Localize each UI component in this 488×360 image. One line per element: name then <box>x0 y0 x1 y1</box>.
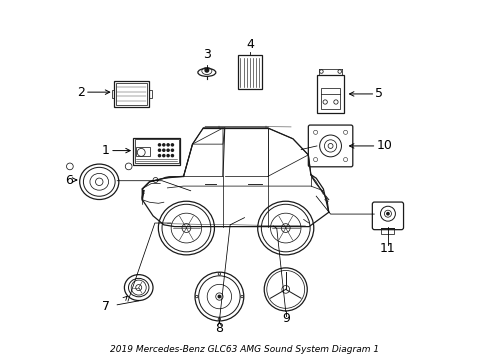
Circle shape <box>171 149 173 151</box>
Text: 7: 7 <box>102 300 110 313</box>
Circle shape <box>171 154 173 157</box>
Text: 11: 11 <box>379 242 395 255</box>
Circle shape <box>158 154 160 157</box>
Circle shape <box>171 144 173 146</box>
Circle shape <box>204 68 208 72</box>
Text: 2019 Mercedes-Benz GLC63 AMG Sound System Diagram 1: 2019 Mercedes-Benz GLC63 AMG Sound Syste… <box>110 345 378 354</box>
Text: 3: 3 <box>203 48 210 61</box>
Text: 4: 4 <box>245 38 253 51</box>
Circle shape <box>167 149 169 151</box>
Circle shape <box>163 154 164 157</box>
Bar <box>116 83 147 105</box>
Text: 2: 2 <box>77 86 85 99</box>
Bar <box>135 139 178 163</box>
Bar <box>320 89 340 109</box>
Text: 1: 1 <box>102 144 110 157</box>
Circle shape <box>167 154 169 157</box>
Text: 10: 10 <box>376 139 391 152</box>
Bar <box>317 75 344 113</box>
Circle shape <box>218 295 220 298</box>
Text: 8: 8 <box>215 322 223 335</box>
Bar <box>149 90 152 98</box>
Bar <box>112 90 114 98</box>
Text: 6: 6 <box>65 174 73 186</box>
Circle shape <box>158 144 160 146</box>
Circle shape <box>167 144 169 146</box>
Bar <box>238 55 261 89</box>
Bar <box>381 228 394 234</box>
Circle shape <box>163 149 164 151</box>
Circle shape <box>386 212 388 215</box>
Bar <box>113 81 149 107</box>
Circle shape <box>158 149 160 151</box>
Circle shape <box>163 144 164 146</box>
Bar <box>133 138 180 165</box>
Text: 5: 5 <box>375 87 383 100</box>
Text: 9: 9 <box>281 312 289 325</box>
Bar <box>136 147 149 156</box>
